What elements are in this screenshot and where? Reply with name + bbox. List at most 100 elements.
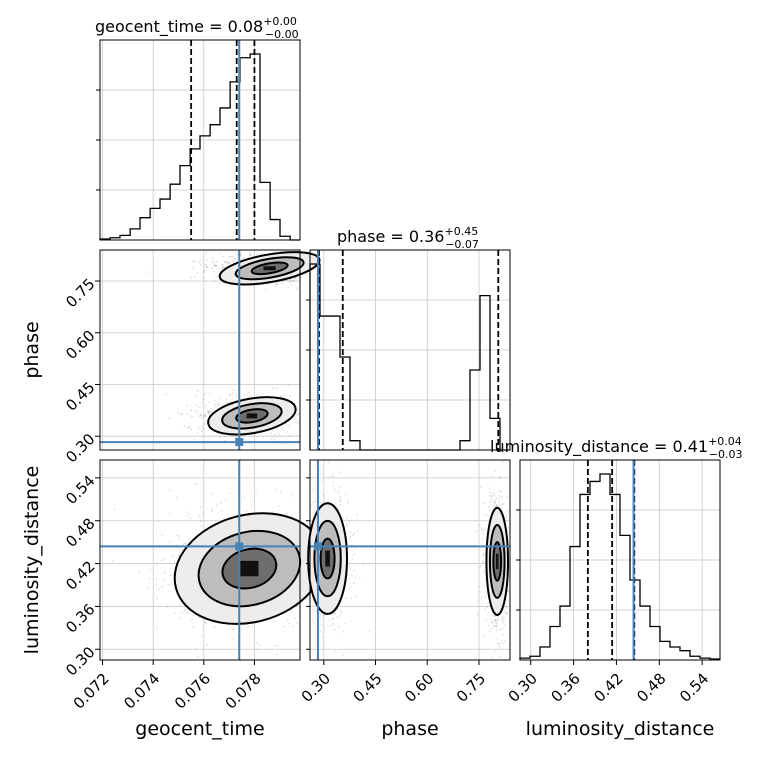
phase-vs-geocent-time-sample-1-586	[204, 413, 206, 416]
ld-vs-phase-sample-1-513	[479, 524, 481, 526]
phase-vs-geocent-time-sample-0-109	[231, 256, 234, 258]
ld-vs-geocent-time-sample-0-205	[113, 508, 116, 511]
ld-vs-geocent-time-sample-0-582	[173, 561, 176, 563]
phase-vs-geocent-time-sample-1-254	[208, 412, 211, 415]
hist-geocent-time-step	[99, 53, 300, 241]
phase-vs-geocent-time-sample-0-436	[229, 255, 232, 258]
ld-vs-geocent-time-sample-0-16	[200, 635, 203, 638]
phase-vs-geocent-time-sample-1-303	[204, 415, 207, 418]
phase-vs-geocent-time-sample-0-223	[281, 282, 284, 285]
phase-vs-geocent-time-sample-1-207	[201, 425, 204, 428]
ld-vs-geocent-time-sample-0-127	[172, 554, 175, 557]
phase-vs-geocent-time-sample-0-601	[199, 259, 202, 262]
ld-vs-phase-sample-0-406	[353, 553, 355, 556]
phase-vs-geocent-time-sample-0-279	[206, 266, 208, 269]
phase-vs-geocent-time-sample-0-523	[218, 282, 221, 284]
ld-vs-geocent-time-sample-0-648	[178, 535, 180, 537]
ld-vs-geocent-time-sample-0-496	[177, 555, 180, 558]
phase-vs-geocent-time-sample-0-300	[276, 284, 278, 286]
phase-vs-geocent-time-sample-1-111	[225, 398, 228, 401]
phase-vs-geocent-time-sample-0-582	[248, 253, 251, 256]
phase-vs-geocent-time-sample-0-435	[256, 253, 259, 256]
ld-vs-geocent-time-sample-0-404	[277, 644, 279, 647]
phase-vs-geocent-time-sample-1-214	[274, 433, 277, 436]
ld-vs-phase-sample-0-136	[359, 577, 361, 579]
ld-vs-geocent-time-truth-marker	[235, 542, 244, 551]
phase-vs-geocent-time-sample-1-469	[270, 432, 272, 435]
phase-vs-geocent-time-sample-0-193	[243, 257, 246, 259]
ld-vs-phase-sample-0-479	[356, 513, 358, 516]
ld-vs-phase-sample-0-80	[312, 501, 315, 504]
phase-vs-geocent-time-sample-0-87	[190, 276, 193, 279]
ld-vs-phase-sample-0-584	[314, 499, 317, 502]
phase-vs-geocent-time-sample-1-503	[208, 400, 211, 403]
phase-vs-geocent-time-sample-1-256	[217, 403, 220, 406]
ld-vs-phase-sample-0-125	[319, 469, 321, 472]
ld-vs-phase-sample-0-459	[333, 613, 336, 615]
ld-vs-phase-sample-1-191	[483, 579, 486, 582]
ld-vs-geocent-time-sample-0-360	[216, 504, 218, 507]
ld-vs-phase-sample-1-29	[478, 586, 481, 588]
phase-vs-geocent-time-sample-1-612	[268, 391, 271, 393]
ld-vs-phase-sample-0-594	[352, 582, 355, 585]
ld-vs-phase-sample-1-36	[489, 500, 492, 503]
phase-vs-geocent-time-sample-1-561	[247, 391, 250, 394]
ld-vs-phase-sample-0-342	[342, 654, 344, 657]
ld-vs-phase-sample-1-442	[498, 476, 501, 479]
phase-vs-geocent-time-sample-1-570	[214, 403, 216, 405]
ld-vs-phase-sample-1-483	[496, 504, 499, 507]
ld-vs-phase-sample-1-559	[498, 477, 501, 479]
ld-vs-phase-sample-0-360	[332, 485, 334, 487]
phase-vs-geocent-time-sample-1-622	[296, 419, 298, 422]
phase-vs-geocent-time-sample-1-470	[204, 404, 207, 407]
ld-vs-phase-sample-1-307	[493, 501, 495, 504]
ld-vs-phase-sample-1-149	[493, 504, 495, 507]
phase-vs-geocent-time-sample-0-580	[274, 283, 277, 286]
ld-vs-phase-sample-1-624	[480, 485, 483, 488]
ld-vs-phase-sample-1-31	[489, 618, 492, 621]
ld-vs-phase-sample-0-380	[342, 630, 345, 633]
phase-vs-geocent-time-sample-0-189	[193, 275, 196, 278]
ld-vs-geocent-time-sample-0-99	[273, 620, 276, 623]
phase-vs-geocent-time-sample-1-262	[232, 392, 234, 394]
phase-vs-geocent-time-sample-0-398	[289, 278, 292, 281]
phase-vs-geocent-time-sample-0-499	[224, 261, 227, 264]
ld-vs-phase-sample-1-321	[476, 613, 479, 616]
ld-vs-phase-sample-1-196	[486, 602, 489, 605]
ld-vs-phase-sample-1-594	[505, 515, 507, 518]
phase-vs-geocent-time-sample-0-586	[220, 267, 223, 270]
phase-vs-geocent-time-sample-1-458	[213, 399, 216, 402]
phase-vs-geocent-time-sample-0-538	[221, 267, 224, 269]
ld-vs-phase-sample-1-277	[501, 503, 504, 506]
phase-vs-geocent-time-sample-0-280	[214, 264, 217, 267]
phase-vs-geocent-time-sample-0-190	[223, 266, 226, 269]
ld-vs-geocent-time-sample-0-56	[159, 530, 161, 532]
ld-vs-phase-sample-0-519	[348, 588, 351, 590]
phase-vs-geocent-time-sample-0-426	[199, 264, 202, 266]
ld-vs-phase-sample-1-157	[497, 643, 500, 645]
ld-vs-geocent-time-sample-0-424	[149, 568, 152, 571]
phase-vs-geocent-time-sample-1-477	[282, 428, 284, 431]
phase-vs-geocent-time-sample-1-604	[202, 407, 205, 409]
phase-vs-geocent-time-sample-1-323	[181, 412, 183, 415]
ld-vs-phase-sample-0-28	[353, 532, 356, 535]
ld-vs-phase-sample-1-9	[489, 494, 492, 497]
ld-vs-phase-sample-0-64	[342, 517, 345, 520]
ld-vs-phase-sample-0-34	[319, 616, 321, 618]
phase-vs-geocent-time-sample-1-585	[202, 414, 205, 417]
ld-vs-phase-sample-0-551	[332, 623, 335, 625]
ld-vs-geocent-time-sample-0-79	[257, 648, 260, 651]
phase-vs-geocent-time-sample-0-388	[216, 265, 218, 267]
phase-vs-geocent-time-sample-0-318	[227, 261, 230, 264]
ld-vs-geocent-time-sample-0-186	[291, 495, 293, 497]
ld-vs-geocent-time-sample-0-326	[164, 571, 166, 574]
phase-vs-geocent-time-sample-0-631	[233, 258, 236, 261]
ld-vs-geocent-time-sample-0-497	[188, 513, 190, 516]
ld-vs-geocent-time-sample-0-507	[189, 517, 192, 520]
ld-vs-geocent-time-sample-0-374	[199, 520, 202, 523]
ld-vs-phase-sample-1-343	[481, 584, 484, 587]
ld-vs-geocent-time-sample-0-430	[160, 559, 163, 562]
ld-vs-phase-sample-1-464	[502, 620, 505, 622]
ld-vs-geocent-time-sample-0-95	[250, 504, 253, 507]
phase-vs-geocent-time-sample-1-362	[219, 436, 222, 439]
